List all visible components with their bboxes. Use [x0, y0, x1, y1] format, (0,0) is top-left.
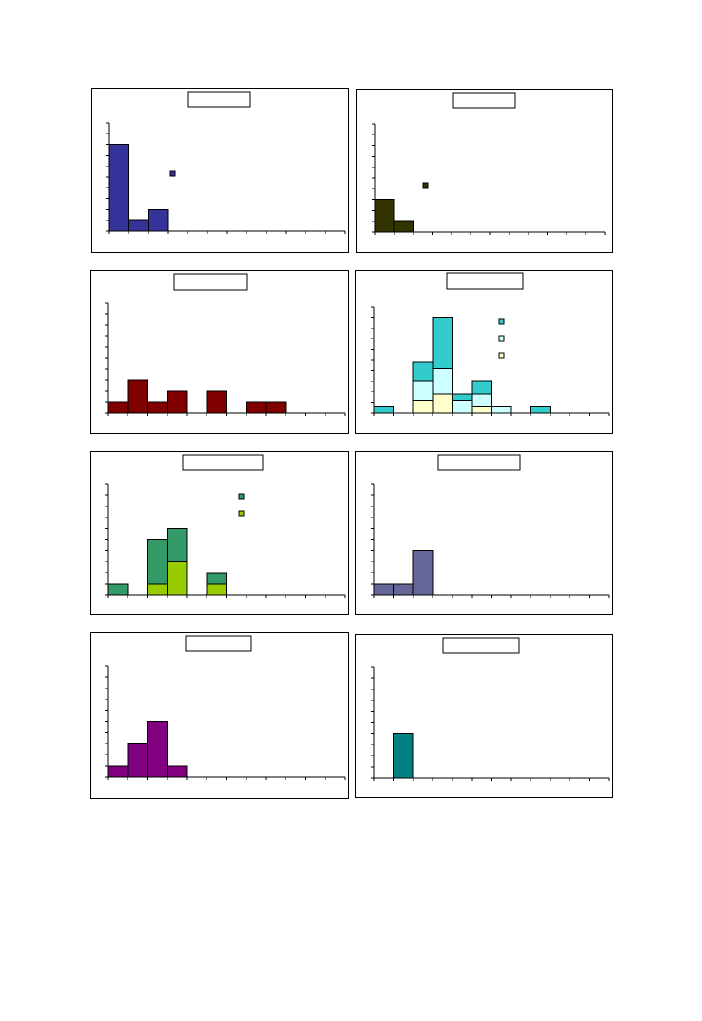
chart-title-box — [187, 91, 251, 108]
bar-series-1-bin-1 — [107, 401, 129, 414]
bar-series-1-bin-3 — [412, 399, 434, 414]
bar-series-2-bin-7 — [491, 406, 512, 414]
bar-series-1-bin-2 — [128, 219, 149, 232]
chart-title-box — [437, 454, 521, 471]
bar-series-1-bin-6 — [206, 390, 227, 414]
legend-swatch — [498, 335, 505, 342]
bar-series-1-bin-4 — [432, 393, 453, 414]
chart-panel-7 — [90, 632, 349, 799]
bar-series-3-bin-6 — [471, 380, 492, 395]
bar-series-2-bin-4 — [166, 527, 188, 563]
bar-series-2-bin-1 — [107, 583, 129, 596]
legend-swatch — [422, 182, 429, 189]
bar-series-1-bin-2 — [127, 379, 148, 414]
bar-series-2-bin-6 — [471, 393, 492, 408]
bar-series-1-bin-3 — [147, 208, 169, 232]
bar-series-1-bin-3 — [147, 721, 168, 778]
bar-series-1-bin-2 — [393, 220, 414, 233]
bar-series-1-bin-4 — [166, 765, 188, 778]
bar-series-1-bin-1 — [374, 199, 395, 233]
chart-title-box — [182, 454, 264, 471]
bar-series-3-bin-3 — [412, 361, 434, 382]
chart-svg-8 — [371, 637, 610, 781]
chart-svg-4 — [371, 272, 610, 416]
bar-series-1-bin-1 — [108, 144, 130, 232]
chart-svg-7 — [105, 635, 346, 780]
bar-series-2-bin-5 — [451, 399, 473, 414]
chart-panel-4 — [355, 270, 613, 434]
bar-series-1-bin-6 — [206, 583, 227, 596]
bar-series-2-bin-6 — [206, 572, 227, 585]
chart-title-box — [442, 637, 520, 654]
bar-series-1-bin-8 — [245, 401, 267, 414]
legend-swatch — [498, 318, 505, 325]
bar-series-1-bin-3 — [147, 583, 168, 596]
bar-series-2-bin-3 — [412, 380, 434, 401]
bar-series-1-bin-2 — [393, 583, 414, 596]
chart-svg-6 — [371, 454, 610, 598]
bar-series-3-bin-4 — [432, 317, 453, 369]
chart-panel-5 — [90, 451, 349, 615]
bar-series-2-bin-3 — [147, 539, 168, 585]
chart-title-box — [452, 92, 516, 109]
chart-panel-8 — [355, 634, 613, 798]
bar-series-1-bin-3 — [412, 550, 434, 596]
bar-series-1-bin-3 — [147, 401, 168, 414]
chart-panel-3 — [90, 270, 349, 434]
chart-svg-5 — [105, 454, 346, 598]
bar-series-1-bin-2 — [393, 733, 414, 779]
legend-swatch — [238, 510, 245, 517]
bar-series-2-bin-4 — [432, 367, 453, 395]
bar-series-1-bin-4 — [166, 390, 188, 414]
legend-swatch — [498, 352, 505, 359]
chart-panel-1 — [91, 88, 349, 253]
bar-series-1-bin-9 — [265, 401, 287, 414]
chart-panel-6 — [355, 451, 613, 615]
bar-series-3-bin-9 — [530, 406, 551, 414]
bar-series-3-bin-1 — [373, 406, 395, 414]
chart-title-box — [185, 635, 252, 652]
bar-series-1-bin-4 — [166, 561, 188, 596]
chart-title-box — [173, 273, 248, 291]
bar-series-1-bin-6 — [471, 406, 492, 414]
chart-svg-2 — [372, 92, 606, 235]
chart-svg-3 — [105, 273, 346, 416]
bar-series-1-bin-1 — [373, 583, 395, 596]
bar-series-1-bin-1 — [107, 765, 129, 778]
bar-series-3-bin-5 — [451, 393, 473, 401]
chart-svg-1 — [106, 91, 346, 234]
bar-series-1-bin-2 — [127, 743, 148, 778]
legend-swatch — [238, 493, 245, 500]
chart-title-box — [446, 272, 524, 290]
legend-swatch — [169, 170, 176, 177]
chart-panel-2 — [356, 89, 613, 253]
